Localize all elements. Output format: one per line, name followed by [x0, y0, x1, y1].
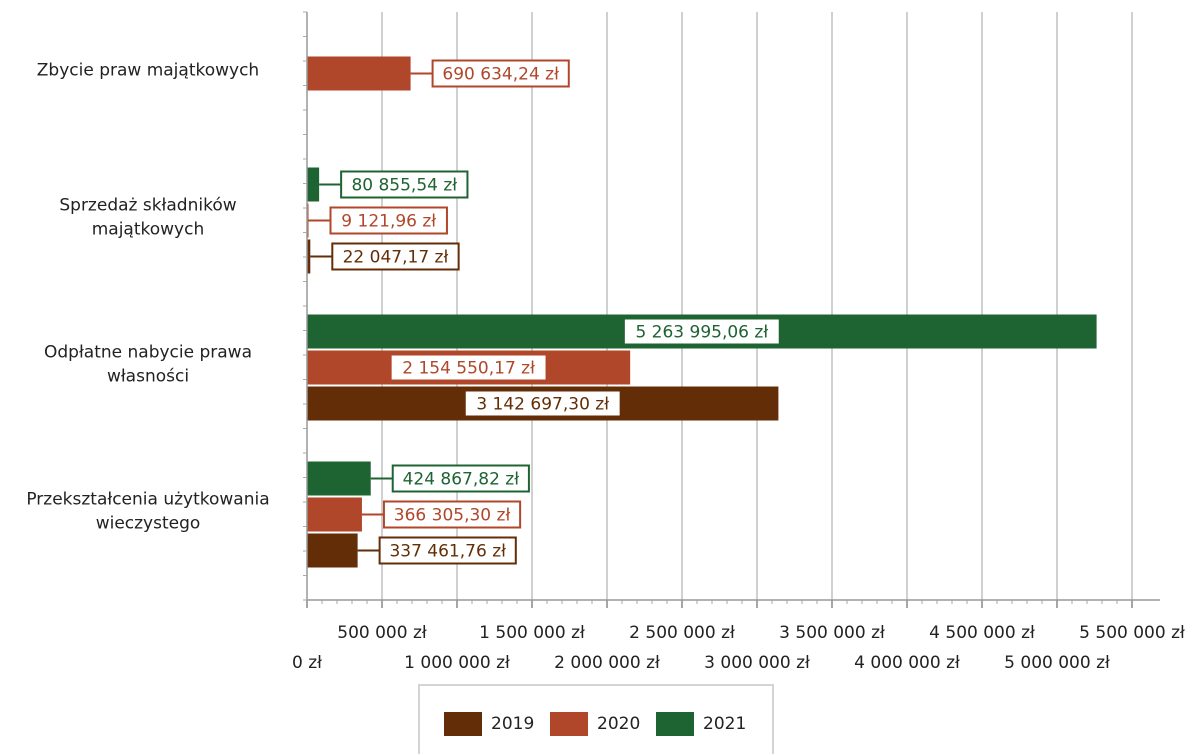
data-label: 80 855,54 zł: [351, 176, 457, 196]
x-tick-label: 500 000 zł: [337, 623, 427, 643]
data-label-box: [389, 353, 548, 382]
data-label: 22 047,17 zł: [343, 248, 449, 268]
bar-2019: [307, 533, 358, 568]
legend-item-2020[interactable]: 2020: [550, 711, 640, 737]
category-label: własności: [107, 367, 189, 387]
legend-swatch-2019: [444, 712, 482, 736]
legend: 2019 2020 2021: [418, 684, 774, 754]
bar-2021: [307, 167, 320, 202]
data-label: 337 461,76 zł: [389, 542, 506, 562]
legend-label-2020: 2020: [597, 714, 641, 734]
category-label: wieczystego: [96, 514, 201, 534]
bar-2020: [307, 497, 362, 532]
data-label: 3 142 697,30 zł: [476, 395, 609, 415]
bar-2019: [307, 239, 311, 274]
legend-label-2021: 2021: [703, 714, 747, 734]
x-tick-label: 0 zł: [292, 653, 322, 673]
data-label: 2 154 550,17 zł: [402, 359, 535, 379]
x-tick-label: 3 500 000 zł: [779, 623, 885, 643]
data-label-box: [329, 206, 448, 235]
legend-swatch-2020: [550, 712, 588, 736]
data-label-box: [391, 464, 530, 493]
legend-swatch-2021: [656, 712, 694, 736]
axes: 0 zł 500 000 zł 1 000 000 zł 1 500 000 zł 2 …: [26, 11, 1185, 673]
gridlines: [381, 12, 1133, 600]
data-label: 424 867,82 zł: [403, 470, 520, 490]
x-tick-label: 5 000 000 zł: [1004, 653, 1110, 673]
x-tick-label: 3 000 000 zł: [704, 653, 810, 673]
data-label: 9 121,96 zł: [341, 212, 436, 232]
data-label-box: [463, 389, 622, 418]
category-label: Odpłatne nabycie prawa: [44, 343, 252, 363]
x-tick-label: 2 000 000 zł: [554, 653, 660, 673]
x-tick-label: 5 500 000 zł: [1079, 623, 1185, 643]
x-tick-label: 2 500 000 zł: [629, 623, 735, 643]
data-label: 366 305,30 zł: [394, 506, 511, 526]
legend-item-2019[interactable]: 2019: [444, 711, 534, 737]
x-tick-label: 4 500 000 zł: [929, 623, 1035, 643]
category-label: Sprzedaż składników: [59, 196, 236, 216]
x-tick-label: 1 500 000 zł: [479, 623, 585, 643]
category-label: Zbycie praw majątkowych: [37, 61, 259, 81]
x-tick-label: 1 000 000 zł: [404, 653, 510, 673]
data-label-box: [431, 59, 570, 88]
data-label: 690 634,24 zł: [442, 65, 559, 85]
data-label-box: [382, 500, 522, 529]
data-label: 5 263 995,06 zł: [635, 323, 768, 343]
data-label-box: [378, 536, 517, 565]
legend-label-2019: 2019: [491, 714, 535, 734]
bar-chart: 690 634,24 zł 80 855,54 zł 9 121,96 zł 22 0…: [26, 11, 1185, 673]
legend-item-2021[interactable]: 2021: [656, 711, 746, 737]
category-label: Przekształcenia użytkowania: [26, 490, 269, 510]
data-label-box: [622, 317, 781, 346]
bar-2021: [307, 461, 371, 496]
x-tick-label: 4 000 000 zł: [854, 653, 960, 673]
data-label-box: [331, 242, 460, 271]
data-labels: 690 634,24 zł 80 855,54 zł 9 121,96 zł 22 0…: [308, 59, 781, 565]
bar-2020: [307, 56, 411, 91]
data-label-box: [340, 170, 469, 199]
category-label: majątkowych: [92, 220, 205, 240]
